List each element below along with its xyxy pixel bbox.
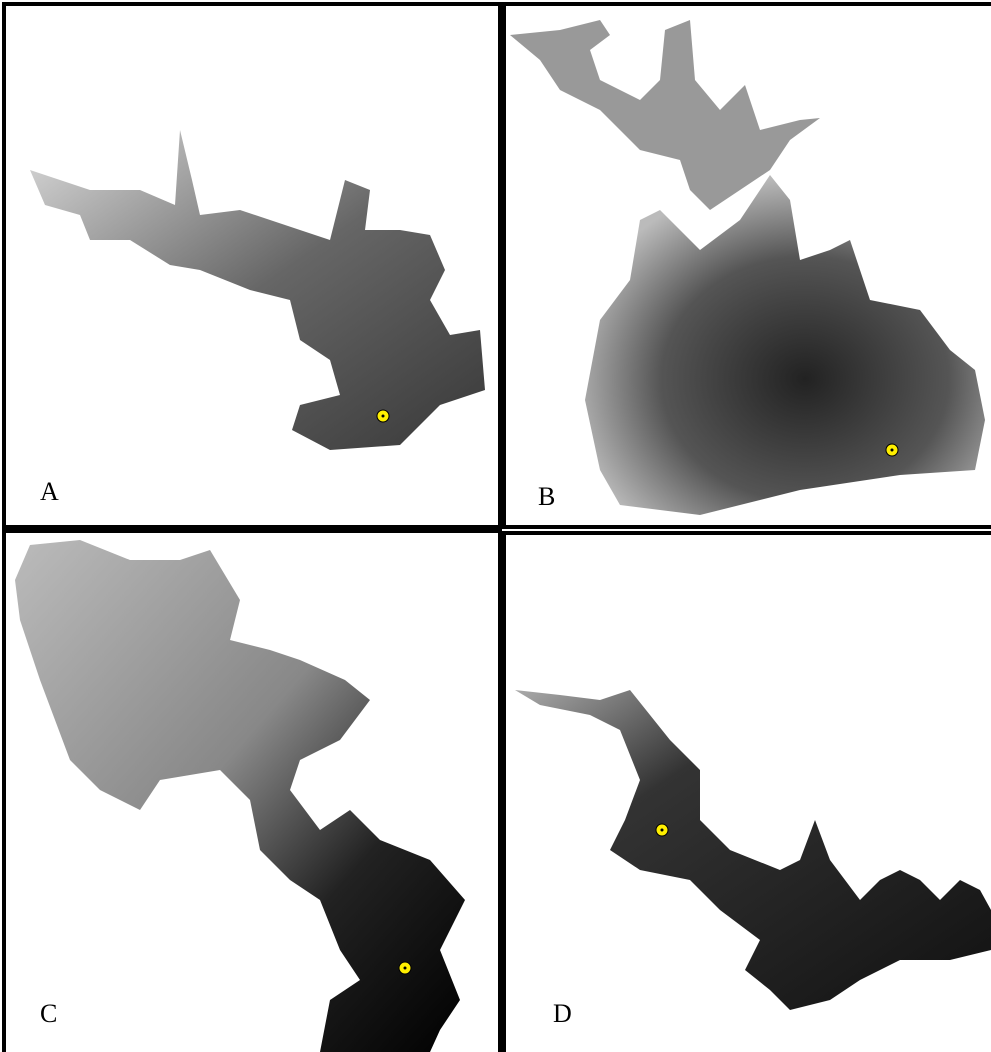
terrain [15,540,465,1052]
panel-label: A [40,477,59,506]
panel-label: C [40,999,57,1028]
panel-label: B [538,482,555,511]
panel-a: A [30,130,485,506]
marker-center [404,967,407,970]
panel-c: C [15,540,465,1052]
marker-center [382,415,385,418]
figure: A B C D [0,0,991,1052]
page: {"panels": [{"label": "A"}, {"label": "B… [0,0,991,1052]
marker-center [661,829,664,832]
terrain [515,690,991,1010]
panel-d: D [515,690,991,1028]
panel-border [504,533,991,1052]
panel-label: D [553,999,572,1028]
marker-center [891,449,894,452]
terrain [30,130,485,450]
terrain-lower [585,175,985,515]
panel-b: B [510,20,985,515]
